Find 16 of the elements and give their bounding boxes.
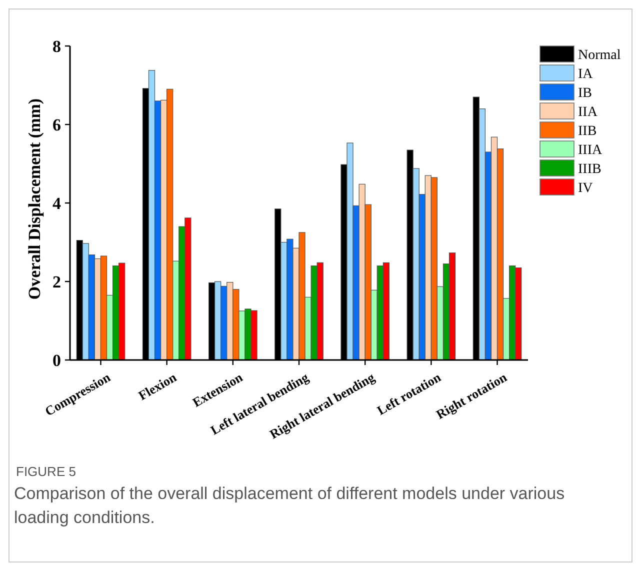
y-axis-title: Overall Displacement (mm) <box>25 98 44 300</box>
y-tick-label: 0 <box>52 350 61 370</box>
legend-label: Normal <box>578 48 621 63</box>
y-tick-label: 2 <box>52 272 61 292</box>
legend-label: IA <box>578 66 594 82</box>
text: Comparison of the overall displacement of different models under various loading conditions. <box>14 483 566 529</box>
caption: FIGURE 5 <box>16 464 76 479</box>
legend-label: IIIA <box>578 142 603 158</box>
y-tick-label: 6 <box>52 115 61 134</box>
y-tick-label: 8 <box>52 36 61 56</box>
legend-label: IV <box>578 180 593 196</box>
legend-label: IIIB <box>578 162 602 177</box>
legend-label: IB <box>578 86 592 101</box>
legend-label: IIB <box>578 124 597 139</box>
legend-label: IIA <box>578 104 598 120</box>
y-tick-label: 4 <box>52 194 62 213</box>
